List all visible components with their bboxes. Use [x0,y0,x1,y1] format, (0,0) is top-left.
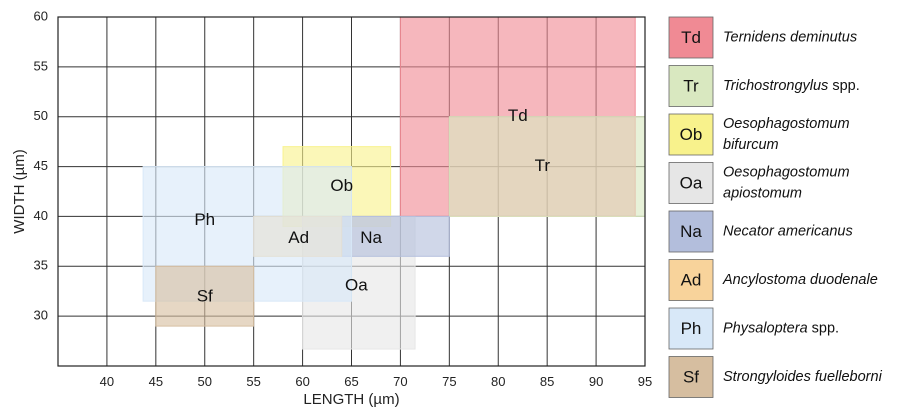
legend-swatch-tr [668,65,714,107]
box-label-ph: Ph [194,210,215,229]
box-label-ob: Ob [330,176,353,195]
legend-swatch-sf [668,356,714,398]
x-tick-90: 90 [589,374,603,389]
x-tick-50: 50 [198,374,212,389]
legend-swatch-oa [668,162,714,204]
legend-swatch-td [668,16,714,59]
x-tick-70: 70 [393,374,407,389]
legend-swatch-ad [668,259,714,301]
plot-frame [57,16,646,367]
legend-name-sf-line-0: Strongyloides fuelleborni [723,369,883,385]
box-label-ad: Ad [288,228,309,247]
box-sf [155,265,255,327]
legend-name-ph-line-0: Physaloptera spp. [723,320,839,336]
y-tick-50: 50 [34,108,48,123]
y-axis-label: WIDTH (µm) [11,149,28,233]
legend-swatch-na [668,210,714,253]
legend-code-ob: Ob [680,125,703,144]
legend-name-ob-line-0: Oesophagostomum [723,116,850,132]
y-tick-45: 45 [34,158,48,173]
legend-swatch-ob [668,113,714,156]
legend-swatch-ph [668,307,714,350]
box-label-tr: Tr [535,156,551,175]
x-tick-95: 95 [638,374,652,389]
legend-name-ad-line-0: Ancylostoma duodenale [722,272,878,288]
x-tick-75: 75 [442,374,456,389]
legend-code-oa: Oa [680,173,703,192]
legend-name-td-line-0: Ternidens deminutus [723,29,857,45]
legend-name-na-line-0: Necator americanus [723,223,853,239]
x-tick-55: 55 [246,374,260,389]
legend-item-ob: Ob Oesophagostomum bifurcum [668,113,850,156]
legend-name-oa-line-0: Oesophagostomum [723,164,850,180]
x-tick-85: 85 [540,374,554,389]
x-tick-60: 60 [295,374,309,389]
x-tick-40: 40 [100,374,114,389]
box-label-na: Na [360,228,382,247]
box-na [341,215,450,257]
box-label-oa: Oa [345,276,368,295]
box-tr [448,116,646,217]
y-tick-40: 40 [34,208,48,223]
legend-code-ph: Ph [681,319,702,338]
x-axis-label: LENGTH (µm) [303,391,399,408]
legend-item-na: Na Necator americanus [668,210,853,253]
box-label-sf: Sf [197,287,213,306]
legend-code-ad: Ad [681,270,702,289]
legend-code-na: Na [680,222,702,241]
x-tick-80: 80 [491,374,505,389]
y-tick-labels: 30 35 40 45 50 55 60 [34,8,48,322]
x-tick-labels: 40 45 50 55 60 65 70 75 80 85 90 95 [100,374,653,389]
y-tick-60: 60 [34,8,48,23]
legend-name-ob-line-1: bifurcum [723,137,779,153]
legend-name-oa-line-1: apiostomum [723,185,802,201]
box-label-td: Td [508,106,528,125]
legend-item-ph: Ph Physaloptera spp. [668,307,839,350]
y-tick-55: 55 [34,58,48,73]
legend-code-sf: Sf [683,367,699,386]
legend-item-sf: Sf Strongyloides fuelleborni [668,356,883,398]
legend-code-tr: Tr [683,76,699,95]
legend-item-oa: Oa Oesophagostomum apiostomum [668,162,850,204]
x-tick-45: 45 [149,374,163,389]
y-tick-35: 35 [34,258,48,273]
x-tick-65: 65 [344,374,358,389]
legend-item-ad: Ad Ancylostoma duodenale [668,259,878,301]
legend-item-td: Td Ternidens deminutus [668,16,857,59]
legend-item-tr: Tr Trichostrongylus spp. [668,65,860,107]
legend-code-td: Td [681,28,701,47]
y-tick-30: 30 [34,308,48,323]
data-box-labels: Td Tr Ob Ph Ad Na Oa Sf [194,106,550,305]
legend-name-tr-line-0: Trichostrongylus spp. [723,78,860,94]
legend: Td Ternidens deminutus Tr Trichostrongylus … [668,16,883,398]
